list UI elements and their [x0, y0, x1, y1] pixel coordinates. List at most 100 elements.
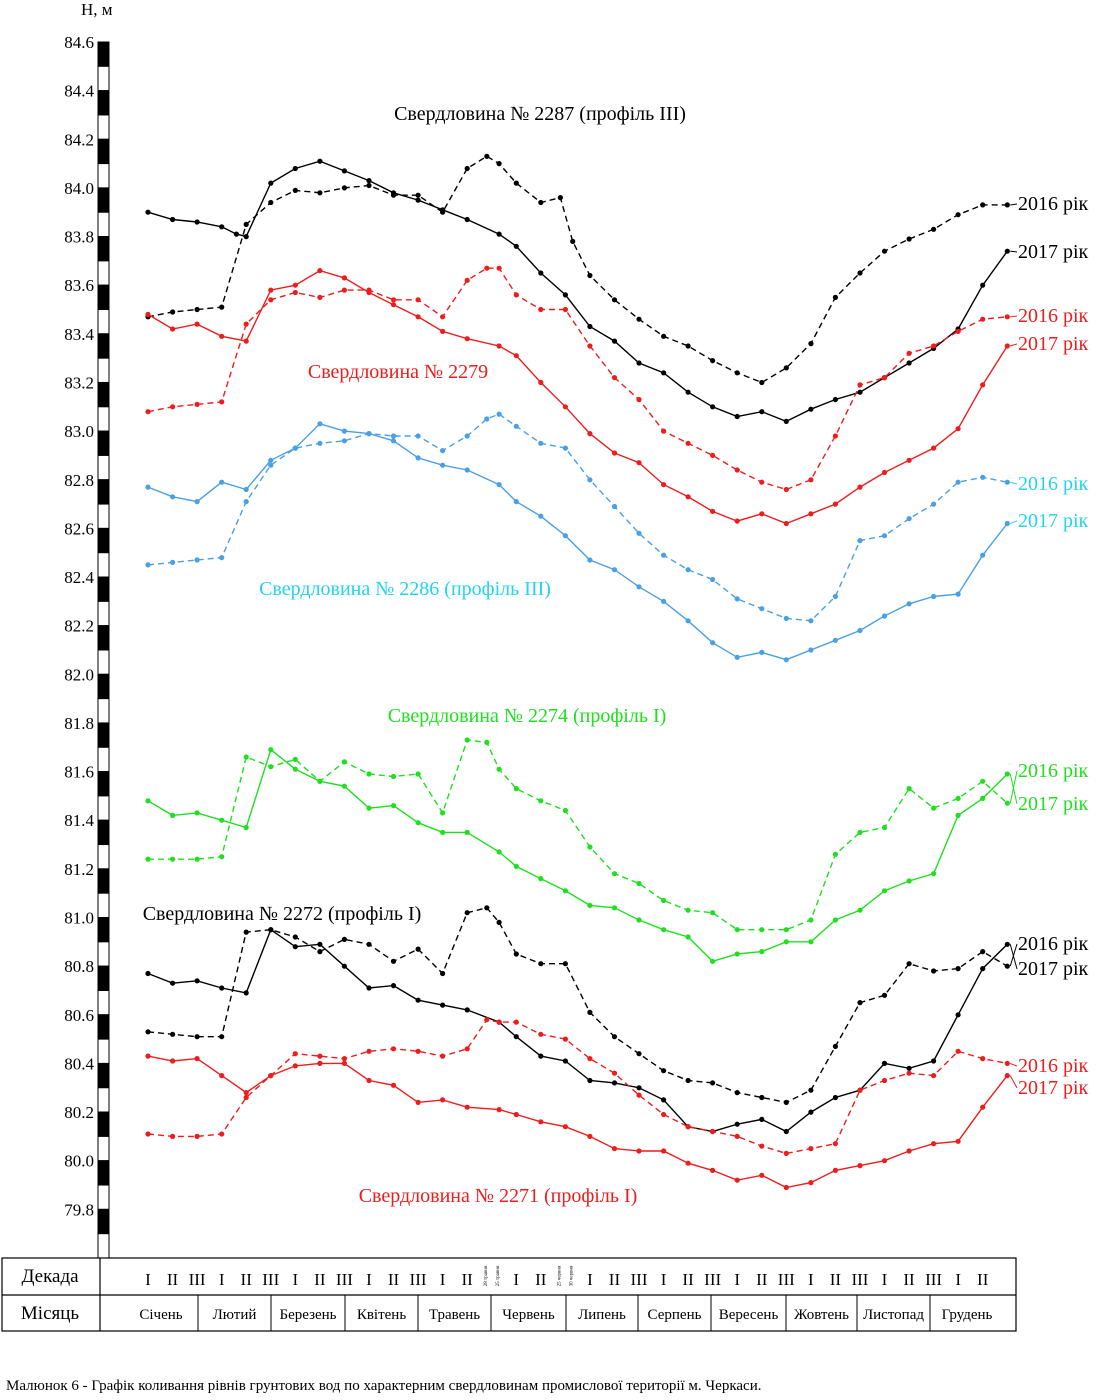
data-point: [857, 1163, 863, 1169]
data-point: [464, 433, 470, 439]
data-point: [243, 499, 249, 505]
axis-scale-segment: [97, 309, 110, 335]
month-label: Листопад: [863, 1307, 924, 1323]
data-point: [194, 306, 200, 313]
data-point: [496, 482, 502, 488]
axis-scale-segment: [97, 357, 110, 383]
data-point: [562, 404, 569, 410]
axis-scale-segment: [97, 1038, 110, 1064]
decade-label: III: [336, 1270, 353, 1289]
data-point: [685, 440, 691, 446]
data-point: [808, 406, 814, 412]
data-point: [636, 316, 642, 322]
data-point: [464, 277, 470, 283]
data-point: [145, 409, 151, 415]
data-point: [808, 939, 814, 945]
y-tick-label: 81.8: [64, 714, 94, 733]
data-point: [710, 358, 716, 364]
data-point: [243, 321, 249, 327]
y-tick-label: 84.0: [64, 179, 94, 198]
data-point: [587, 1009, 593, 1016]
data-point: [685, 1160, 691, 1166]
data-point: [1004, 800, 1010, 806]
axis-scale-segment: [97, 1087, 110, 1113]
axis-scale-segment: [97, 1208, 110, 1235]
year-label-leader: [1009, 773, 1018, 805]
data-point: [857, 270, 863, 276]
data-point: [881, 469, 888, 476]
data-point: [759, 649, 765, 656]
data-point: [661, 1148, 667, 1154]
data-point: [415, 1048, 421, 1054]
year-label: 2016 рік: [1018, 193, 1089, 215]
data-point: [145, 970, 151, 977]
data-point: [243, 221, 249, 227]
axis-scale-segment: [97, 430, 110, 456]
data-point: [464, 1104, 470, 1110]
axis-scale-segment: [97, 746, 110, 773]
axis-scale-segment: [97, 819, 110, 846]
data-point: [710, 404, 716, 410]
data-point: [341, 759, 347, 765]
decade-label: III: [262, 1270, 279, 1289]
year-label-leader: [1010, 343, 1018, 347]
data-point: [317, 158, 323, 164]
data-point: [390, 438, 397, 444]
data-point: [194, 1133, 200, 1139]
data-point: [611, 1070, 618, 1076]
series-line: [147, 267, 1008, 491]
data-point: [145, 209, 151, 215]
decade-label: III: [410, 1270, 427, 1289]
data-point: [440, 207, 446, 213]
data-point: [538, 798, 544, 804]
well-title: Свердловина № 2287 (профіль III): [394, 103, 686, 125]
data-point: [734, 927, 740, 933]
data-point: [1004, 248, 1010, 254]
data-point: [513, 499, 519, 505]
data-point: [415, 771, 421, 777]
data-point: [219, 1034, 225, 1040]
data-point: [170, 309, 176, 315]
data-point: [243, 338, 249, 344]
data-point: [464, 910, 470, 916]
y-tick-label: 80.8: [64, 957, 94, 976]
data-point: [685, 567, 691, 573]
data-point: [268, 199, 274, 206]
data-point: [390, 190, 397, 196]
data-point: [145, 311, 151, 317]
data-point: [562, 1036, 569, 1042]
data-point: [496, 343, 502, 349]
data-point: [931, 968, 937, 974]
data-point: [783, 520, 789, 527]
year-label-leader: [1010, 203, 1018, 206]
data-point: [390, 297, 397, 303]
data-point: [661, 428, 667, 434]
data-point: [857, 382, 863, 388]
data-point: [243, 754, 249, 760]
data-point: [243, 929, 249, 935]
data-point: [170, 1058, 176, 1064]
data-point: [685, 934, 691, 940]
series-line: [147, 269, 1008, 525]
data-point: [734, 1133, 740, 1139]
y-tick-label: 80.4: [64, 1054, 94, 1073]
data-point: [341, 275, 347, 281]
data-point: [980, 552, 986, 558]
data-point: [881, 1158, 888, 1164]
data-point: [317, 294, 323, 300]
data-point: [366, 771, 372, 777]
data-point: [832, 1094, 839, 1101]
data-point: [931, 343, 937, 349]
data-point: [464, 216, 470, 223]
data-point: [931, 1058, 937, 1064]
data-point: [734, 951, 740, 957]
data-point: [484, 153, 490, 159]
data-point: [832, 501, 839, 507]
data-point: [611, 1080, 618, 1086]
data-point: [145, 856, 151, 862]
decade-label: I: [955, 1270, 961, 1289]
data-point: [341, 168, 347, 174]
data-point: [783, 615, 789, 622]
